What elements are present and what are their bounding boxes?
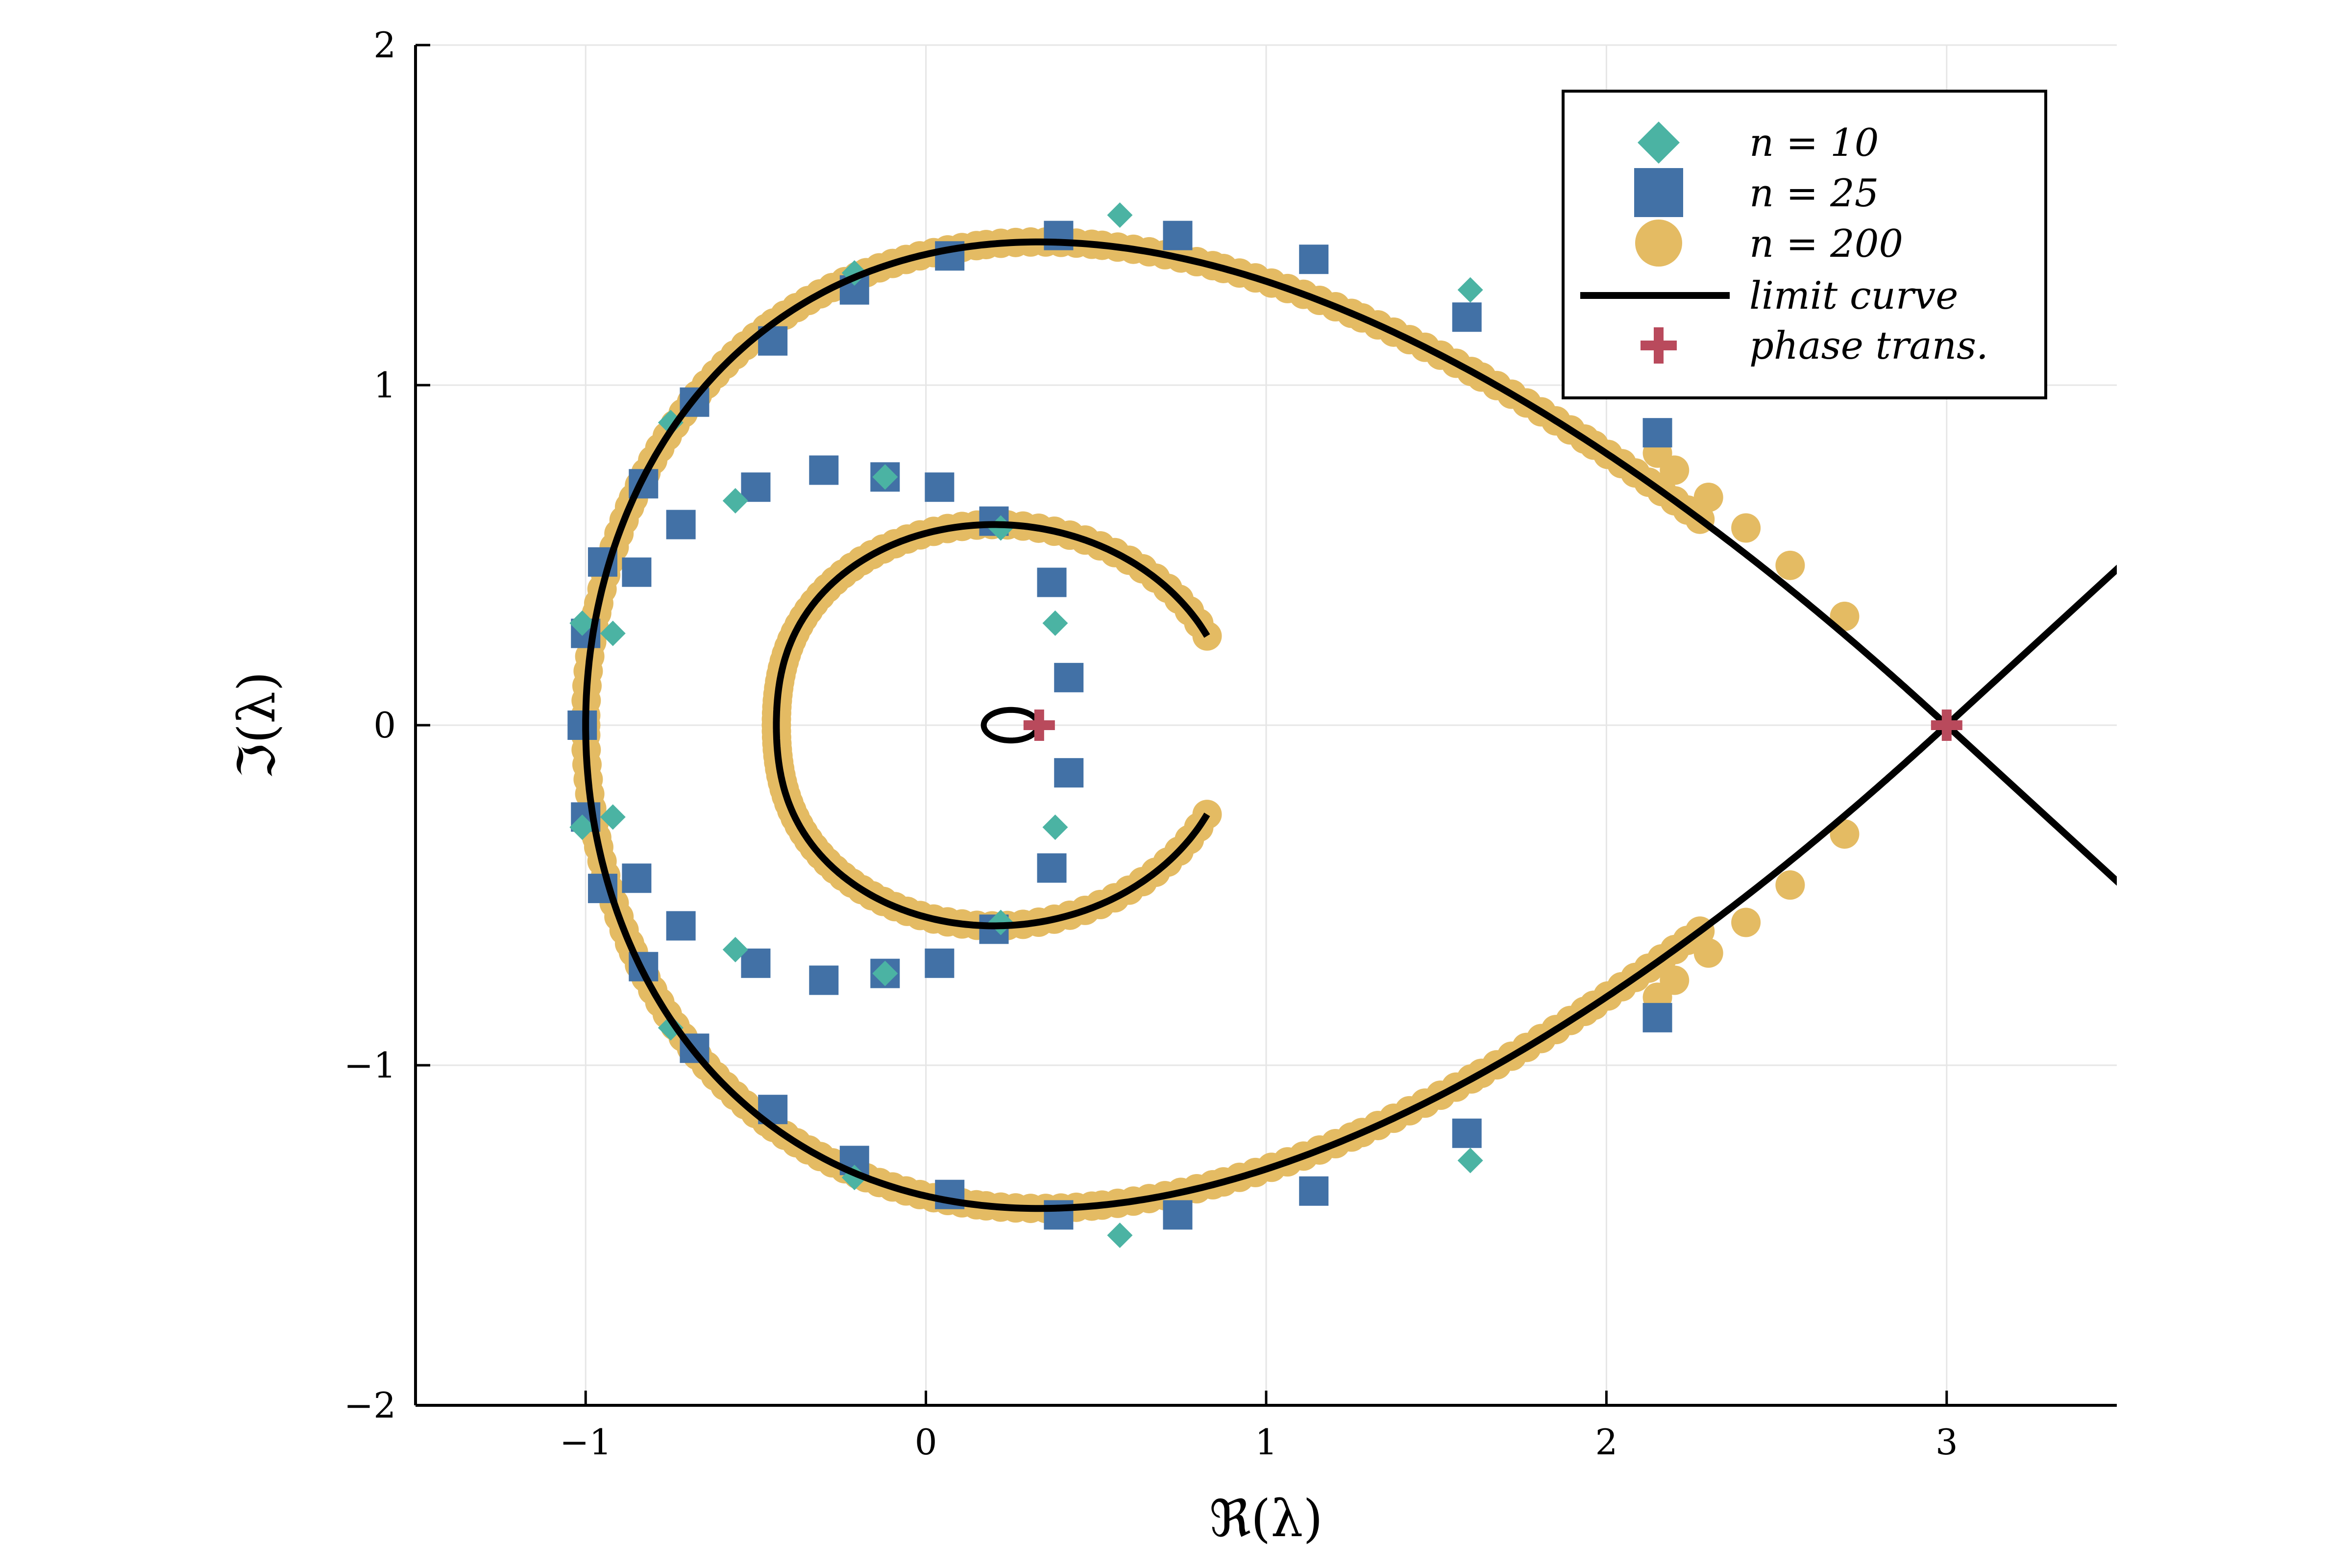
n10-point [569,610,595,636]
n25-point [666,911,696,941]
n200-point [1775,550,1805,580]
n25-point [1037,853,1067,883]
n200-point [1693,483,1723,513]
y-tick-label-4: 2 [373,24,396,66]
legend-n10-label: n = 10 [1749,121,1879,165]
y-tick-label-0: −2 [344,1385,396,1426]
x-tick-label-3: 2 [1595,1421,1617,1463]
limit-curve-tail-up [1944,564,2117,728]
n10-point [1457,277,1483,303]
n10-point [722,488,748,514]
n200-point [1693,938,1723,968]
legend-n200-marker [1635,220,1682,267]
series-phase-trans [1023,710,1962,741]
n25-point [741,948,771,978]
n200-point [1731,513,1761,543]
ticks: −1 0 1 2 3 −2 −1 0 1 2 [344,24,1958,1463]
legend: n = 10 n = 25 n = 200 limit curve phase … [1562,90,2047,399]
n10-point [722,937,748,963]
n25-point [1163,1200,1193,1230]
legend-n10-marker [1638,122,1680,164]
n25-point [666,510,696,539]
n25-point [741,472,771,502]
limit-curve [582,238,2117,1212]
x-tick-label-2: 1 [1255,1421,1277,1463]
n25-point [622,557,652,587]
n10-point [600,620,626,646]
x-axis-label: ℜ(λ) [1209,1489,1323,1548]
legend-n25-marker [1634,168,1683,217]
limit-curve-outer-lower [582,722,1949,1212]
limit-curve-tail-down [1944,722,2117,886]
x-tick-label-4: 3 [1936,1421,1958,1463]
n25-point [1037,567,1067,597]
n10-point [1107,1223,1133,1248]
limit-curve-outer-upper [582,238,1949,728]
x-tick-label-0: −1 [560,1421,612,1463]
legend-curve-label: limit curve [1749,274,1958,318]
n25-point [809,965,839,995]
legend-n25-label: n = 25 [1749,172,1879,216]
phase-trans-point [1931,710,1962,741]
n10-point [1042,610,1068,636]
n10-point [872,464,898,490]
n200-point [1775,870,1805,900]
y-tick-label-2: 0 [373,705,396,746]
n10-point [1457,1148,1483,1174]
n25-point [1299,245,1329,274]
n10-point [872,960,898,986]
plot-area [567,202,2117,1248]
n25-point [925,948,955,978]
n25-point [1299,1176,1329,1206]
n25-point [1054,662,1084,692]
legend-phase-marker [1641,327,1677,364]
phase-trans-point [1023,710,1055,741]
n25-point [1452,302,1482,332]
n25-point [1452,1118,1482,1148]
n200-point [1660,965,1690,995]
n10-point [1107,202,1133,228]
y-tick-label-3: 1 [373,365,396,406]
limit-curve-small-loop [980,707,1041,744]
n200-point [1660,455,1690,485]
n25-point [1642,1003,1672,1032]
series-n25 [567,220,1672,1230]
n200-point [1731,907,1761,937]
legend-n200-label: n = 200 [1749,222,1903,266]
n25-point [1163,220,1193,250]
n200-point [1830,819,1860,849]
n10-point [600,804,626,830]
n25-point [925,472,955,502]
n200-point [1830,601,1860,631]
x-tick-label-1: 0 [915,1421,937,1463]
y-axis-label: ℑ(λ) [227,671,287,779]
n25-point [809,455,839,485]
legend-phase-label: phase trans. [1749,324,1988,368]
n25-point [1642,418,1672,448]
n10-point [1042,814,1068,840]
n25-point [1054,758,1084,788]
n25-point [622,863,652,893]
n10-point [569,814,595,840]
limit-curve-inner [773,521,1210,930]
y-tick-label-1: −1 [344,1045,396,1086]
